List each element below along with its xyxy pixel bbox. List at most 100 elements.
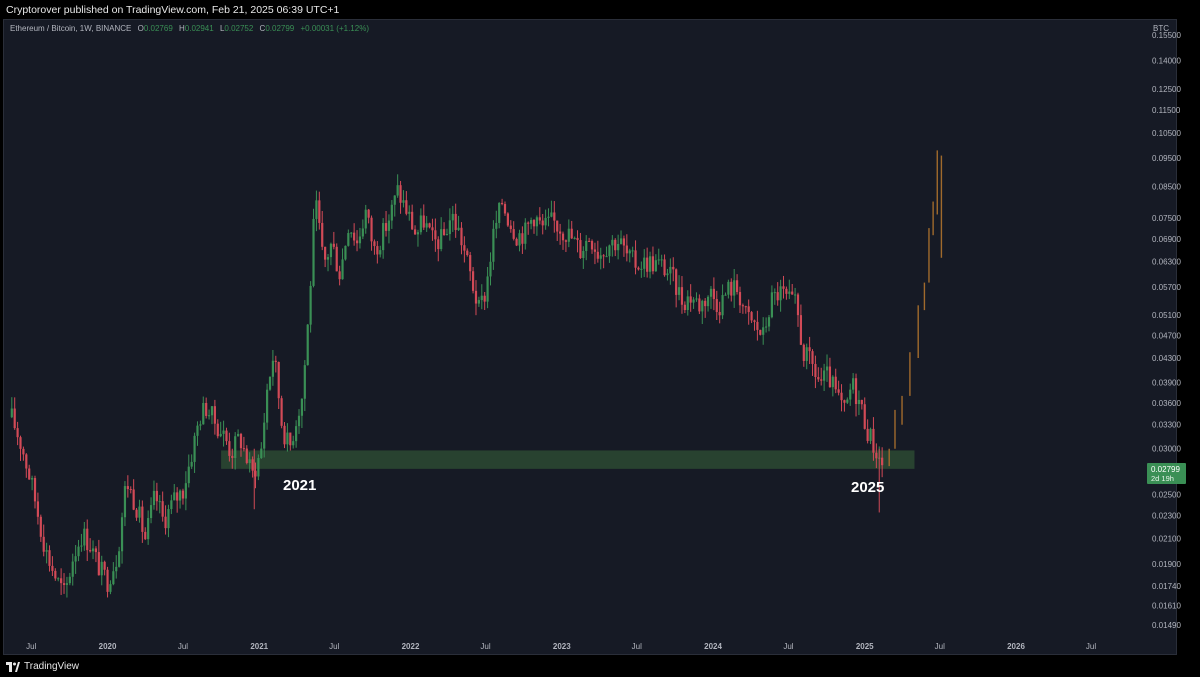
candle-body: [280, 398, 283, 426]
candle-body: [767, 317, 771, 327]
candle-body: [48, 550, 51, 566]
candle-body: [454, 213, 457, 230]
candle-body: [715, 299, 718, 313]
candle-body: [837, 389, 840, 393]
price-tick: 0.09500: [1152, 154, 1181, 163]
low-value: 0.02752: [224, 24, 254, 33]
candle-body: [660, 259, 663, 261]
candle-body: [625, 245, 628, 254]
candle-body: [831, 376, 834, 388]
candle-body: [309, 285, 312, 325]
candle-body: [588, 240, 591, 242]
candle-body: [236, 433, 240, 437]
candle-body: [112, 571, 115, 585]
candle-body: [869, 428, 872, 441]
chart-panel[interactable]: [3, 19, 1177, 655]
candle-body: [698, 298, 701, 312]
candle-body: [260, 448, 263, 459]
candle-body: [402, 200, 405, 203]
candle-body: [463, 245, 466, 251]
candle-body: [672, 266, 675, 270]
candle-body: [71, 561, 74, 577]
candle-body: [318, 200, 321, 223]
candle-body: [28, 468, 31, 480]
candle-body: [187, 466, 190, 484]
candle-body: [675, 269, 678, 295]
candle-body: [86, 528, 89, 551]
candle-body: [556, 220, 559, 232]
candle-body: [677, 287, 681, 295]
candle-body: [190, 461, 193, 467]
candle-body: [408, 211, 411, 214]
candle-body: [245, 448, 248, 463]
candle-body: [297, 415, 301, 427]
price-tick: 0.02500: [1152, 491, 1181, 500]
candle-body: [854, 378, 858, 405]
candle-body: [164, 516, 167, 529]
candle-body: [51, 565, 54, 571]
candle-body: [437, 239, 440, 250]
candle-body: [434, 230, 437, 240]
footer-bar: TradingView: [0, 656, 1200, 677]
candle-body: [689, 296, 692, 303]
candle-body: [170, 500, 173, 510]
candle-body: [843, 400, 846, 403]
price-tick: 0.01490: [1152, 621, 1181, 630]
candle-body: [411, 211, 414, 230]
candle-body: [422, 215, 425, 228]
candle-body: [173, 492, 176, 501]
candle-body: [115, 566, 118, 572]
candle-body: [582, 250, 585, 259]
candle-body: [225, 430, 228, 442]
current-price-value: 0.02799: [1151, 465, 1180, 474]
candle-body: [216, 423, 219, 437]
candle-body: [384, 223, 388, 231]
candle-body: [419, 215, 422, 233]
candle-body: [811, 351, 814, 364]
candle-body: [364, 209, 367, 229]
change-value: +0.00031 (+1.12%): [300, 24, 369, 33]
candle-body: [724, 294, 727, 296]
candle-body: [614, 239, 617, 251]
candle-body: [808, 347, 811, 352]
candle-body: [80, 545, 83, 547]
candle-body: [193, 435, 196, 462]
candle-body: [451, 213, 454, 221]
price-tick: 0.03900: [1152, 379, 1181, 388]
candle-body: [335, 246, 338, 272]
candle-body: [474, 290, 478, 304]
close-value: 0.02799: [265, 24, 295, 33]
candle-body: [158, 501, 161, 503]
open-value: 0.02769: [143, 24, 173, 33]
candle-body: [196, 425, 199, 436]
candle-body: [648, 256, 652, 272]
candle-body: [564, 240, 568, 242]
candle-body: [654, 260, 657, 272]
candle-body: [39, 516, 42, 537]
candle-body: [457, 227, 460, 230]
candle-body: [367, 209, 370, 218]
candle-body: [596, 251, 599, 259]
candle-body: [103, 561, 106, 570]
candle-body: [431, 227, 434, 231]
candle-body: [669, 266, 672, 274]
candle-body: [370, 217, 373, 242]
support-zone: [221, 450, 915, 469]
candle-body: [796, 294, 800, 316]
candle-body: [741, 305, 744, 307]
candle-body: [399, 185, 402, 203]
candle-body: [132, 489, 135, 510]
candle-body: [22, 448, 25, 455]
candle-body: [535, 217, 539, 227]
candle-body: [184, 483, 187, 499]
candle-body: [857, 399, 861, 405]
candle-body: [222, 430, 225, 434]
candle-body: [126, 486, 129, 490]
candle-body: [503, 204, 507, 214]
time-label-month: Jul: [178, 642, 188, 651]
candle-body: [448, 220, 451, 235]
candle-body: [440, 229, 443, 250]
time-label-year: 2020: [99, 642, 117, 651]
candle-body: [100, 561, 103, 576]
